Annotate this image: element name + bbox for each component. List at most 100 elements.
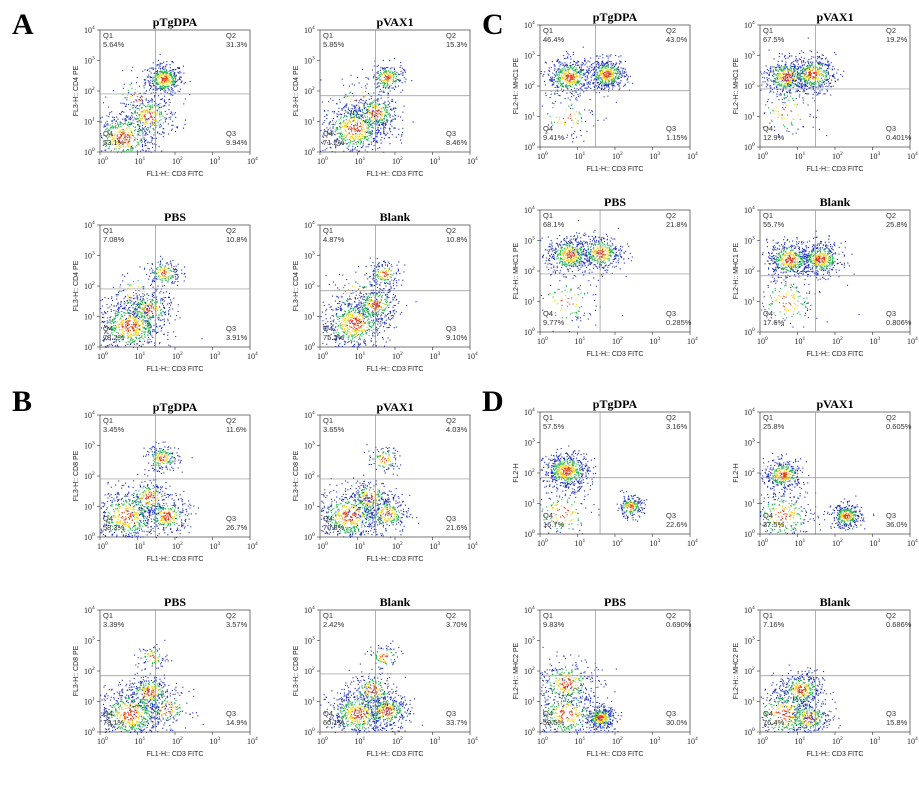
data-point (102, 144, 104, 146)
data-point (113, 317, 115, 319)
data-point (338, 111, 340, 113)
data-point (371, 340, 373, 342)
data-point (335, 309, 337, 311)
data-point (129, 339, 131, 341)
data-point (155, 76, 157, 78)
data-point (156, 74, 158, 76)
data-point (345, 325, 347, 327)
data-point (142, 311, 144, 313)
data-point (162, 74, 164, 76)
data-point (385, 303, 387, 305)
y-tick-exponent: 4 (312, 25, 315, 31)
data-point (166, 64, 168, 66)
data-point (172, 120, 174, 122)
data-point (350, 313, 352, 315)
data-point (379, 299, 381, 301)
data-point (111, 126, 113, 128)
x-axis-label: FL1-H:: CD3 FITC (367, 171, 424, 178)
data-point (344, 105, 346, 107)
data-point (127, 149, 129, 151)
data-point (381, 319, 383, 321)
data-point (159, 65, 161, 67)
data-point (359, 291, 361, 293)
data-point (341, 323, 343, 325)
data-point (333, 110, 335, 112)
x-tick-exponent: 4 (475, 351, 478, 357)
data-point (156, 80, 158, 82)
data-point (201, 338, 203, 340)
data-point (156, 109, 158, 111)
data-point (338, 119, 340, 121)
data-point (324, 328, 326, 330)
data-point (373, 65, 375, 67)
data-point (378, 112, 380, 114)
data-point (137, 121, 139, 123)
data-point (380, 111, 382, 113)
x-tick-exponent: 3 (218, 156, 221, 162)
data-point (359, 292, 361, 294)
data-point (349, 316, 351, 318)
data-point (354, 147, 356, 149)
data-point (153, 445, 155, 447)
quadrant-q4-value: 53.1% (103, 138, 125, 147)
data-point (384, 314, 386, 316)
data-point (375, 107, 377, 109)
data-point (161, 273, 163, 275)
data-point (160, 82, 162, 84)
data-point (402, 119, 404, 121)
data-point (115, 341, 117, 343)
data-point (343, 96, 345, 98)
y-tick-label: 10 (84, 221, 92, 230)
data-point (138, 294, 140, 296)
data-point (376, 99, 378, 101)
data-point (136, 343, 138, 345)
data-point (105, 96, 107, 98)
data-point (104, 320, 106, 322)
data-point (383, 151, 385, 153)
data-point (128, 145, 130, 147)
data-point (367, 93, 369, 95)
data-point (169, 462, 171, 464)
data-point (350, 116, 352, 118)
data-point (355, 321, 357, 323)
data-point (136, 303, 138, 305)
data-point (358, 138, 360, 140)
data-point (144, 290, 146, 292)
data-point (147, 309, 149, 311)
data-point (151, 139, 153, 141)
data-point (371, 292, 373, 294)
data-point (398, 301, 400, 303)
data-point (346, 136, 348, 138)
data-point (104, 125, 106, 127)
data-point (351, 330, 353, 332)
data-point (372, 269, 374, 271)
x-tick-exponent: 1 (143, 156, 146, 162)
data-point (334, 335, 336, 337)
data-point (162, 105, 164, 107)
data-point (160, 450, 162, 452)
data-point (158, 76, 160, 78)
data-point (119, 133, 121, 135)
data-point (174, 112, 176, 114)
data-point (356, 134, 358, 136)
data-point (375, 278, 377, 280)
quadrant-q4-label: Q4 (323, 324, 333, 333)
data-point (141, 141, 143, 143)
data-point (338, 297, 340, 299)
data-point (388, 283, 390, 285)
data-point (129, 306, 131, 308)
data-point (322, 320, 324, 322)
data-point (163, 275, 165, 277)
data-point (158, 443, 160, 445)
data-point (341, 296, 343, 298)
data-point (356, 304, 358, 306)
data-point (383, 82, 385, 84)
data-point (348, 145, 350, 147)
data-point (335, 338, 337, 340)
data-point (351, 127, 353, 129)
data-point (156, 314, 158, 316)
data-point (141, 144, 143, 146)
data-point (149, 77, 151, 79)
data-point (323, 129, 325, 131)
data-point (374, 303, 376, 305)
